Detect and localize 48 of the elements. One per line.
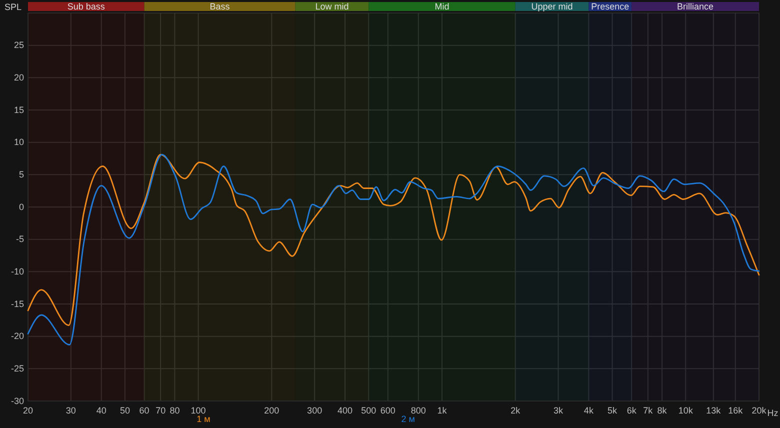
x-tick-label: 2k bbox=[510, 405, 521, 416]
band-label: Bass bbox=[210, 2, 230, 12]
y-tick-label: -25 bbox=[10, 364, 24, 374]
x-tick-label: 100 bbox=[190, 405, 206, 416]
x-tick-label: 70 bbox=[156, 405, 166, 416]
x-tick-label: 40 bbox=[96, 405, 106, 416]
y-tick-label: -10 bbox=[10, 266, 24, 277]
x-tick-label: 800 bbox=[410, 405, 426, 416]
x-tick-label: 6k bbox=[626, 405, 637, 416]
y-axis-title: SPL bbox=[4, 2, 22, 12]
y-tick-label: -30 bbox=[10, 396, 24, 406]
x-tick-label: 3k bbox=[553, 405, 564, 416]
x-tick-label: 16k bbox=[728, 405, 744, 416]
text: 1 м bbox=[196, 414, 210, 424]
x-tick-label: 300 bbox=[307, 405, 322, 416]
y-tick-label: 25 bbox=[14, 40, 24, 50]
x-tick-label: 80 bbox=[170, 405, 180, 416]
x-tick-label: 30 bbox=[66, 405, 76, 416]
x-tick-label: 1k bbox=[437, 405, 448, 416]
x-tick-label: 400 bbox=[338, 405, 353, 416]
x-tick-label: 500 bbox=[361, 405, 376, 416]
x-tick-label: 20k bbox=[752, 405, 767, 416]
x-tick-label: 60 bbox=[139, 405, 150, 416]
x-tick-label: 200 bbox=[264, 405, 280, 416]
x-tick-label: 600 bbox=[380, 405, 396, 416]
y-tick-label: 10 bbox=[14, 137, 24, 148]
text: 2 м bbox=[401, 414, 415, 424]
band-label: Low mid bbox=[315, 2, 349, 12]
x-axis-title: Hz bbox=[767, 408, 779, 418]
band-label: Sub bass bbox=[67, 2, 106, 12]
y-tick-label: -5 bbox=[16, 234, 24, 244]
y-tick-label: 5 bbox=[18, 170, 24, 180]
y-tick-label: -15 bbox=[10, 298, 24, 309]
x-tick-label: 8k bbox=[657, 405, 668, 416]
y-tick-label: 0 bbox=[18, 202, 24, 212]
band-label: Mid bbox=[434, 2, 450, 12]
x-tick-label: 5k bbox=[608, 405, 618, 416]
band-label: Upper mid bbox=[531, 2, 573, 12]
y-tick-label: 15 bbox=[14, 104, 24, 115]
x-tick-label: 10k bbox=[678, 405, 694, 416]
y-tick-label: -20 bbox=[10, 331, 24, 342]
band-label: Brilliance bbox=[677, 2, 714, 12]
band-label: Presence bbox=[591, 2, 630, 12]
y-tick-label: 20 bbox=[14, 72, 24, 83]
x-tick-label: 7k bbox=[643, 405, 654, 416]
x-tick-label: 50 bbox=[120, 405, 130, 416]
x-tick-label: 13k bbox=[706, 405, 722, 416]
x-tick-label: 4k bbox=[584, 405, 594, 416]
